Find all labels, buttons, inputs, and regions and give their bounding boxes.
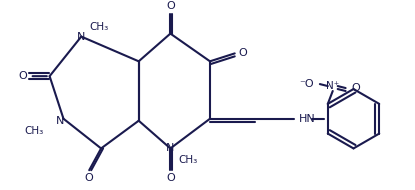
Text: ⁻O: ⁻O [300, 79, 314, 89]
Text: CH₃: CH₃ [89, 22, 108, 32]
Text: O: O [85, 173, 94, 183]
Text: O: O [351, 83, 360, 93]
Text: HN: HN [299, 114, 316, 124]
Text: O: O [166, 173, 175, 183]
Text: N⁺: N⁺ [326, 81, 339, 91]
Text: O: O [19, 71, 27, 81]
Text: CH₃: CH₃ [178, 155, 198, 165]
Text: N: N [56, 116, 65, 126]
Text: CH₃: CH₃ [24, 126, 44, 136]
Text: O: O [238, 48, 247, 58]
Text: N: N [77, 32, 85, 42]
Text: N: N [166, 143, 175, 153]
Text: O: O [166, 1, 175, 11]
